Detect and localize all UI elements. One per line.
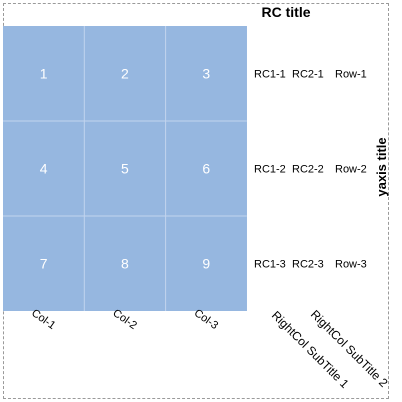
heatmap-cell <box>84 216 166 311</box>
cell-value-label: 9 <box>202 256 210 272</box>
right-column-labels: RC1-1 RC2-1 Row-1 RC1-2 RC2-2 Row-2 RC1-3 RC2-3… <box>254 69 367 271</box>
chart-title: RC title <box>262 4 311 20</box>
cell-value-label: 7 <box>40 256 48 272</box>
heatmap-cell <box>165 26 247 121</box>
cell-value-label: 8 <box>121 256 129 272</box>
heatmap-cell <box>165 216 247 311</box>
heatmap-cell-labels: 1 2 3 4 5 6 7 8 9 <box>40 66 211 272</box>
heatmap-cell <box>84 121 166 216</box>
right-column-label: RC1-3 <box>254 259 286 271</box>
heatmap-cells <box>3 26 247 311</box>
heatmap-cell <box>3 121 85 216</box>
right-column-label: Row-1 <box>335 69 367 81</box>
right-column-label: RC2-3 <box>292 259 324 271</box>
right-column-label: Row-2 <box>335 164 367 176</box>
right-column-label: RC2-2 <box>292 164 324 176</box>
heatmap-gridlines <box>3 26 247 311</box>
cell-value-label: 2 <box>121 66 129 82</box>
cell-value-label: 5 <box>121 161 129 177</box>
right-column-label: RC2-1 <box>292 69 324 81</box>
right-column-label: RC1-1 <box>254 69 286 81</box>
cell-value-label: 1 <box>40 66 48 82</box>
right-column-label: Row-3 <box>335 259 367 271</box>
cell-value-label: 6 <box>202 161 210 177</box>
heatmap-cell <box>84 26 166 121</box>
y-axis-title: yaxis title <box>374 137 389 196</box>
right-column-subtitle: RightCol SubTitle 1 <box>269 308 352 391</box>
heatmap-cell <box>3 216 85 311</box>
heatmap-cell <box>3 26 85 121</box>
cell-value-label: 4 <box>40 161 48 177</box>
heatmap-cell <box>165 121 247 216</box>
right-column-label: RC1-2 <box>254 164 286 176</box>
cell-value-label: 3 <box>202 66 210 82</box>
